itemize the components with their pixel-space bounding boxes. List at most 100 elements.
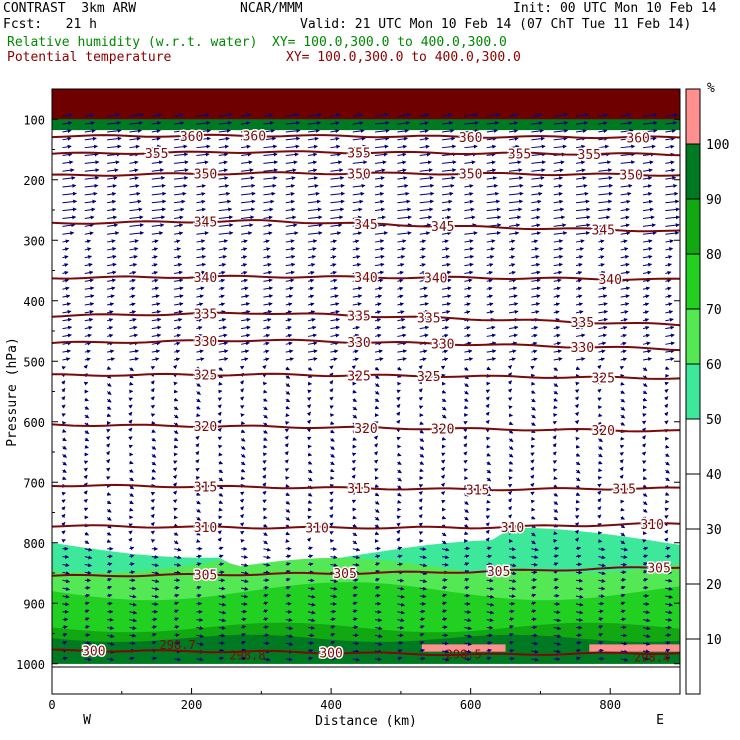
- wind-arrow: [61, 413, 66, 418]
- wind-arrow: [173, 341, 181, 346]
- wind-arrow: [151, 152, 163, 157]
- wind-arrow: [107, 286, 116, 291]
- wind-arrow: [397, 317, 406, 322]
- wind-arrow: [106, 382, 112, 387]
- wind-arrow: [352, 540, 358, 545]
- wind-arrow: [508, 460, 514, 465]
- wind-arrow: [285, 531, 291, 536]
- wind-arrow: [397, 562, 404, 567]
- wind-arrow: [218, 160, 228, 165]
- wind-arrow: [464, 357, 474, 362]
- wind-arrow: [598, 199, 613, 204]
- wind-arrow: [240, 453, 246, 458]
- wind-arrow: [351, 499, 357, 504]
- wind-arrow: [330, 563, 338, 568]
- wind-arrow: [352, 183, 366, 188]
- wind-arrow: [419, 640, 425, 645]
- wind-arrow: [196, 176, 207, 181]
- theta-label-340: 340: [598, 273, 621, 288]
- wind-arrow: [619, 491, 625, 496]
- theta-label-355: 355: [145, 147, 168, 162]
- wind-arrow: [665, 144, 675, 149]
- wind-arrow: [196, 223, 208, 228]
- wind-arrow: [642, 254, 653, 259]
- wind-arrow: [308, 128, 320, 133]
- theta-line-300: [52, 648, 680, 657]
- wind-arrow: [642, 215, 655, 220]
- wind-arrow: [151, 113, 163, 118]
- wind-arrow: [307, 255, 317, 259]
- wind-arrow: [240, 429, 246, 433]
- wind-arrow: [218, 136, 230, 141]
- wind-arrow: [330, 278, 338, 283]
- wind-arrow: [486, 640, 493, 645]
- wind-arrow: [575, 160, 586, 165]
- wind-arrow: [620, 262, 630, 267]
- wind-arrow: [307, 286, 315, 291]
- wind-arrow: [619, 366, 625, 370]
- wind-arrow: [419, 357, 427, 362]
- wind-arrow: [553, 500, 559, 505]
- wind-arrow: [285, 516, 291, 521]
- wind-arrow: [642, 649, 650, 654]
- wind-arrow: [285, 554, 292, 559]
- wind-arrow: [352, 168, 368, 173]
- wind-arrow: [151, 429, 156, 433]
- wind-arrow: [196, 500, 201, 505]
- wind-arrow: [173, 601, 180, 606]
- wind-arrow: [107, 247, 117, 251]
- wind-arrow: [262, 452, 268, 457]
- wind-arrow: [397, 302, 405, 307]
- wind-arrow: [441, 113, 453, 118]
- wind-arrow: [84, 317, 94, 322]
- wind-arrow: [62, 453, 68, 458]
- wind-arrow: [508, 191, 524, 196]
- wind-arrow: [530, 499, 536, 504]
- relative-humidity-fill: [52, 89, 680, 664]
- wind-arrow: [619, 483, 624, 488]
- wind-arrow: [263, 239, 270, 244]
- wind-arrow: [83, 460, 89, 465]
- wind-arrow: [575, 286, 583, 291]
- wind-arrow: [107, 593, 113, 598]
- wind-arrow: [240, 239, 248, 244]
- wind-arrow: [397, 247, 406, 252]
- wind-arrow: [330, 625, 336, 630]
- wind-arrow: [129, 247, 139, 251]
- wind-arrow: [239, 506, 244, 511]
- wind-arrow: [218, 286, 225, 291]
- wind-arrow: [464, 390, 469, 395]
- wind-arrow: [642, 199, 653, 204]
- wind-arrow: [129, 136, 141, 141]
- wind-arrow: [575, 317, 585, 322]
- wind-arrow: [598, 263, 605, 267]
- wind-arrow: [107, 625, 115, 630]
- wind-arrow: [665, 121, 678, 126]
- wind-arrow: [84, 405, 90, 410]
- wind-arrow: [397, 136, 408, 141]
- wind-arrow: [374, 405, 380, 410]
- wind-arrow: [173, 239, 181, 244]
- wind-arrow: [575, 215, 591, 220]
- wind-arrow: [531, 555, 539, 560]
- wind-arrow: [263, 286, 274, 291]
- wind-arrow: [598, 317, 608, 322]
- wind-arrow: [642, 367, 648, 372]
- wind-arrow: [308, 231, 323, 236]
- wind-arrow: [664, 420, 669, 425]
- wind-arrow: [151, 121, 162, 126]
- wind-arrow: [620, 333, 627, 338]
- wind-arrow: [84, 121, 95, 126]
- wind-arrow: [418, 396, 423, 401]
- wind-arrow: [374, 278, 384, 283]
- wind-arrow: [642, 382, 648, 387]
- wind-arrow: [642, 634, 651, 639]
- wind-arrow: [150, 404, 156, 409]
- wind-arrow: [553, 231, 568, 236]
- wind-arrow: [598, 215, 611, 220]
- wind-arrow: [664, 403, 669, 409]
- wind-arrow: [151, 309, 162, 314]
- colorbar-segment: [686, 364, 700, 419]
- wind-arrow: [240, 270, 248, 275]
- wind-arrow: [352, 515, 357, 520]
